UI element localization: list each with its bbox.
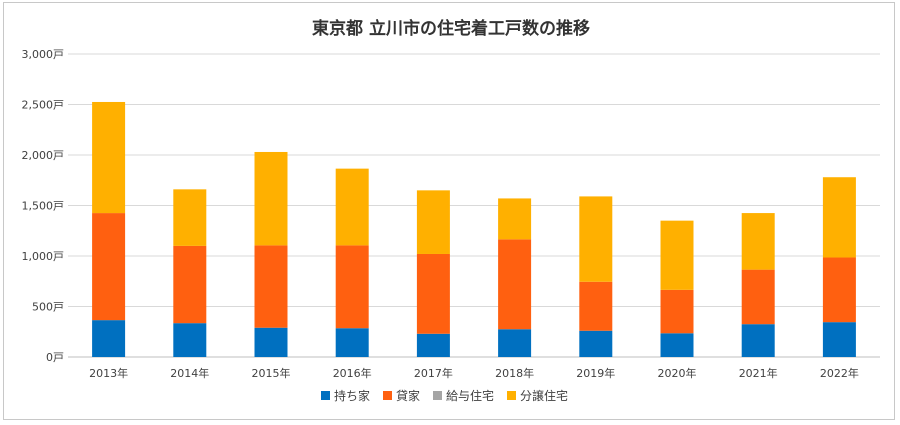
bar-segment bbox=[173, 323, 207, 357]
bar-segment bbox=[92, 101, 126, 214]
bar-segment bbox=[92, 320, 126, 357]
bar-segment bbox=[822, 177, 856, 258]
bar-segment bbox=[660, 220, 694, 290]
x-tick-label: 2021年 bbox=[739, 366, 778, 380]
x-tick-label: 2014年 bbox=[170, 366, 209, 380]
x-tick-label: 2020年 bbox=[658, 366, 697, 380]
bar-segment bbox=[173, 245, 207, 324]
bar-segment bbox=[335, 168, 369, 246]
legend: 持ち家 貸家 給与住宅 分譲住宅 bbox=[321, 388, 568, 403]
bar-segment bbox=[254, 327, 288, 357]
bar-segment bbox=[254, 151, 288, 246]
x-tick-label: 2018年 bbox=[495, 366, 534, 380]
bar-segment bbox=[173, 189, 207, 246]
bar-segment bbox=[741, 269, 775, 325]
bar-segment bbox=[416, 253, 450, 334]
y-tick-label: 500戸 bbox=[32, 301, 64, 314]
chart-title: 東京都 立川市の住宅着工戸数の推移 bbox=[312, 18, 590, 39]
legend-label: 持ち家 bbox=[334, 388, 370, 403]
bar-segment bbox=[822, 322, 856, 357]
legend-swatch bbox=[433, 391, 442, 400]
x-tick-label: 2017年 bbox=[414, 366, 453, 380]
bar-segment bbox=[335, 328, 369, 357]
x-tick-label: 2015年 bbox=[252, 366, 291, 380]
y-tick-label: 2,500戸 bbox=[22, 99, 65, 112]
bar-segment bbox=[416, 190, 450, 254]
x-tick-label: 2019年 bbox=[576, 366, 615, 380]
y-axis-labels: 0戸 500戸 1,000戸 1,500戸 2,000戸 2,500戸 3,000戸 bbox=[22, 48, 65, 364]
bar-segment bbox=[416, 333, 450, 357]
legend-label: 貸家 bbox=[396, 388, 420, 403]
x-tick-label: 2016年 bbox=[333, 366, 372, 380]
bar-segment bbox=[741, 324, 775, 357]
legend-swatch bbox=[321, 391, 330, 400]
legend-label: 分譲住宅 bbox=[520, 388, 568, 403]
bar-segment bbox=[92, 213, 126, 321]
y-tick-label: 1,000戸 bbox=[22, 250, 65, 263]
y-tick-label: 0戸 bbox=[46, 351, 64, 364]
y-tick-label: 2,000戸 bbox=[22, 149, 65, 162]
bar-segment bbox=[822, 257, 856, 323]
bar-segment bbox=[335, 245, 369, 329]
bar-segment bbox=[498, 239, 532, 330]
bar-segment bbox=[579, 330, 613, 357]
y-tick-label: 1,500戸 bbox=[22, 200, 65, 213]
legend-label: 給与住宅 bbox=[446, 388, 494, 403]
bar-segment bbox=[579, 196, 613, 282]
bar-segment bbox=[254, 245, 288, 328]
bar-segment bbox=[660, 333, 694, 357]
x-tick-label: 2022年 bbox=[820, 366, 859, 380]
bar-segment bbox=[579, 281, 613, 331]
y-tick-label: 3,000戸 bbox=[22, 48, 65, 61]
bar-segment bbox=[498, 329, 532, 357]
bar-segment bbox=[660, 289, 694, 334]
bar-segment bbox=[741, 213, 775, 270]
bar-segment bbox=[498, 198, 532, 240]
bars bbox=[92, 101, 856, 357]
legend-swatch bbox=[383, 391, 392, 400]
x-tick-label: 2013年 bbox=[89, 366, 128, 380]
legend-swatch bbox=[507, 391, 516, 400]
x-axis-labels: 2013年 2014年 2015年 2016年 2017年 2018年 2019年 2020年… bbox=[89, 366, 859, 380]
